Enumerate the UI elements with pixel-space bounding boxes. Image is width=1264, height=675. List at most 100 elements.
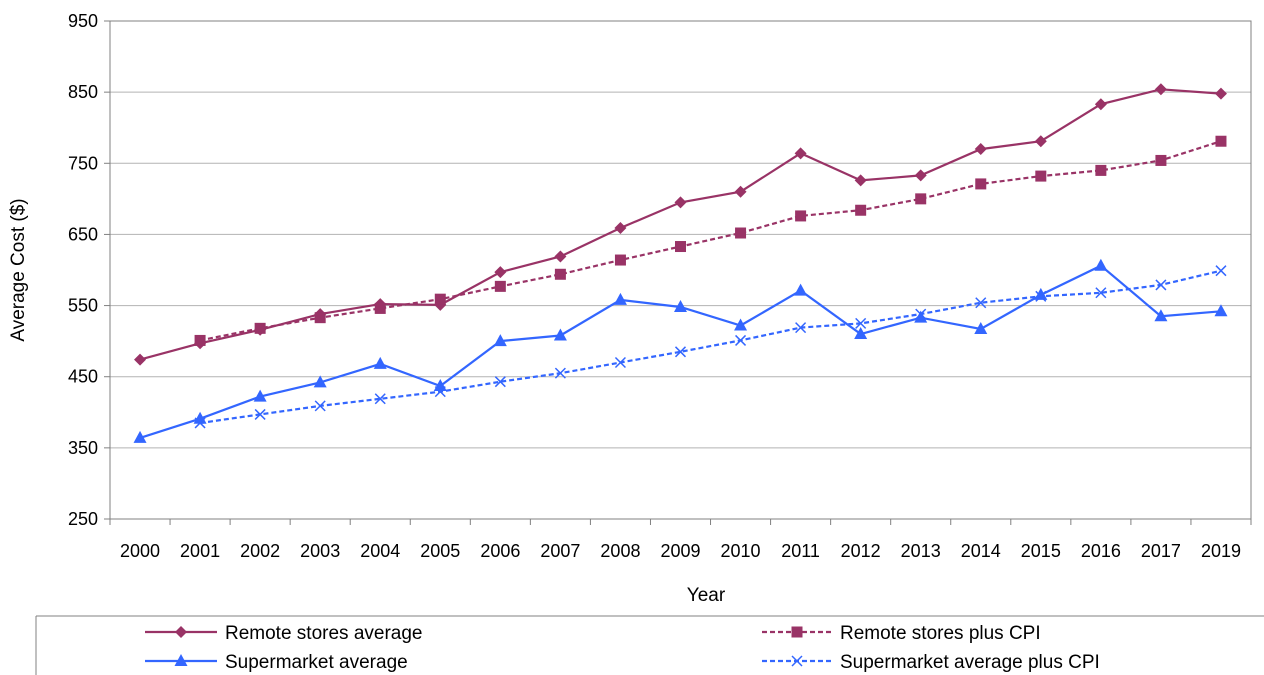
y-axis-title: Average Cost ($): [8, 198, 29, 341]
data-point: [314, 312, 326, 324]
legend-border: [35, 615, 1264, 675]
data-point: [1095, 164, 1107, 176]
data-point: [734, 185, 747, 198]
x-tick-label: 2005: [420, 541, 460, 561]
legend-item: Remote stores plus CPI: [762, 623, 1041, 644]
legend-items: Remote stores average Remote stores plus …: [145, 623, 1100, 673]
y-tick-label: 950: [68, 11, 98, 31]
data-point: [1094, 98, 1107, 111]
data-point: [1214, 304, 1228, 317]
data-point: [434, 293, 446, 305]
legend-marker: [175, 626, 187, 638]
data-point: [194, 334, 206, 346]
data-point: [314, 400, 326, 412]
data-point: [614, 222, 627, 235]
legend-label: Supermarket average: [225, 652, 408, 673]
data-point: [855, 317, 867, 329]
data-point: [374, 393, 386, 405]
series-line: [199, 140, 1222, 342]
data-point: [493, 334, 507, 347]
data-point: [194, 417, 206, 429]
data-point: [735, 334, 747, 346]
data-point: [1095, 287, 1107, 299]
y-tick-label: 350: [68, 438, 98, 458]
data-point: [554, 367, 566, 379]
data-point: [854, 327, 868, 340]
legend-label: Remote stores plus CPI: [840, 623, 1041, 644]
data-point: [674, 346, 687, 358]
data-point: [494, 266, 507, 279]
data-point: [1155, 154, 1167, 166]
legend-label: Remote stores average: [225, 623, 423, 644]
data-point: [554, 250, 567, 263]
x-axis-title: Year: [687, 585, 726, 606]
data-point: [674, 196, 687, 209]
series-line: [139, 88, 1222, 361]
x-tick-label: 2009: [660, 541, 700, 561]
x-tick-label: 2004: [360, 541, 400, 561]
legend-marker: [791, 626, 803, 638]
series-1: [134, 83, 1227, 366]
legend-marker: [174, 654, 188, 666]
legend-item: Remote stores average: [145, 623, 423, 644]
data-point: [133, 430, 147, 443]
x-tick-label: 2017: [1141, 541, 1181, 561]
x-tick-label: 2003: [300, 541, 340, 561]
x-tick-label: 2015: [1021, 541, 1061, 561]
x-tick-label: 2019: [1201, 541, 1241, 561]
data-point: [254, 322, 266, 334]
y-tick-label: 450: [68, 367, 98, 387]
data-point: [974, 143, 987, 156]
data-point: [613, 292, 627, 305]
legend-label: Supermarket average plus CPI: [840, 652, 1100, 673]
data-point: [614, 356, 626, 369]
x-tick-label: 2001: [180, 541, 220, 561]
plot-area: [109, 20, 1252, 520]
data-point: [1214, 87, 1227, 100]
data-point: [794, 147, 807, 160]
data-point: [915, 308, 927, 320]
x-tick-label: 2016: [1081, 541, 1121, 561]
data-point: [914, 169, 927, 182]
data-point: [1094, 258, 1108, 271]
data-point: [1035, 290, 1047, 302]
data-point: [554, 268, 566, 280]
data-point: [373, 356, 387, 369]
data-point: [915, 193, 927, 205]
data-point: [614, 254, 626, 266]
series-group: [133, 83, 1228, 443]
legend: Remote stores average Remote stores plus …: [35, 615, 1264, 675]
legend-marker: [791, 655, 803, 667]
legend-item: Supermarket average plus CPI: [762, 652, 1100, 673]
y-axis: 250 350 450 550 650 750 850 950: [68, 11, 110, 529]
data-point: [975, 297, 987, 309]
y-tick-label: 850: [68, 82, 98, 102]
data-point: [1034, 135, 1047, 148]
series-line: [199, 269, 1222, 425]
data-point: [1154, 309, 1168, 322]
x-tick-label: 2007: [540, 541, 580, 561]
data-point: [675, 241, 686, 253]
data-point: [974, 322, 988, 335]
x-tick-label: 2008: [600, 541, 640, 561]
data-point: [854, 174, 867, 187]
series-2: [194, 135, 1227, 346]
data-point: [795, 210, 807, 222]
x-tick-label: 2000: [120, 541, 160, 561]
data-point: [494, 280, 506, 292]
y-tick-label: 750: [68, 153, 98, 173]
data-point: [674, 299, 687, 312]
x-tick-label: 2013: [901, 541, 941, 561]
x-tick-label: 2012: [841, 541, 881, 561]
data-point: [1154, 83, 1167, 96]
data-point: [494, 376, 506, 388]
y-tick-label: 250: [68, 509, 98, 529]
x-tick-label: 2006: [480, 541, 520, 561]
data-point: [434, 386, 446, 398]
data-point: [1035, 170, 1047, 182]
data-point: [1215, 265, 1227, 277]
x-tick-label: 2014: [961, 541, 1001, 561]
data-point: [134, 353, 147, 366]
data-point: [1034, 287, 1048, 300]
